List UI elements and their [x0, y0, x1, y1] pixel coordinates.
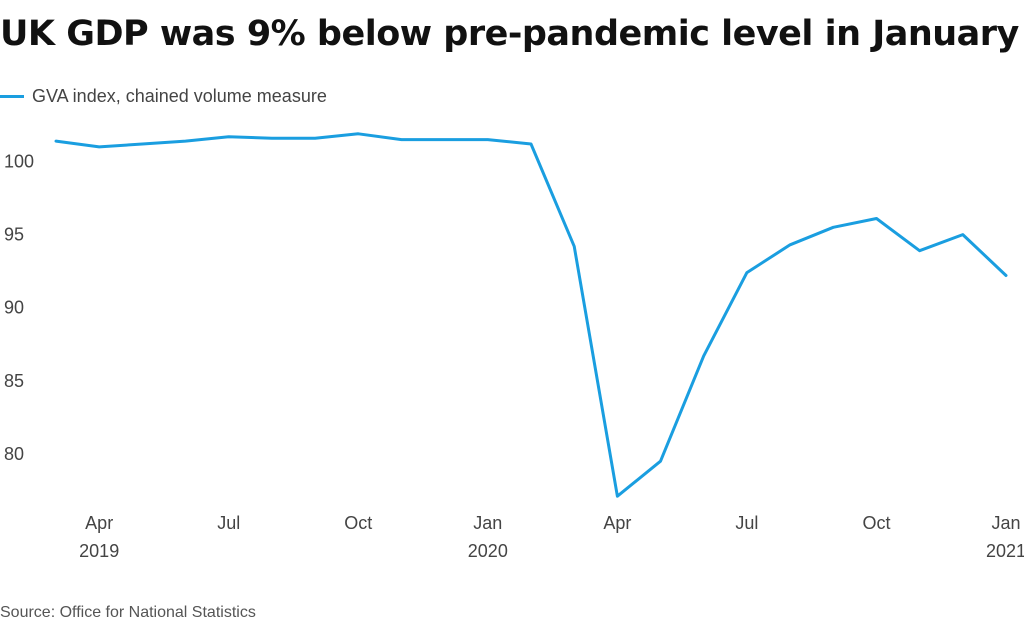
legend: GVA index, chained volume measure — [0, 86, 327, 107]
y-tick-label: 80 — [4, 444, 24, 464]
x-tick-label: Apr — [603, 513, 631, 533]
x-tick-year-label: 2019 — [79, 541, 119, 561]
chart-title: UK GDP was 9% below pre-pandemic level i… — [0, 14, 1019, 54]
y-tick-label: 95 — [4, 225, 24, 245]
x-tick-year-label: 2020 — [468, 541, 508, 561]
y-tick-label: 85 — [4, 371, 24, 391]
legend-label: GVA index, chained volume measure — [32, 86, 327, 106]
line-chart: 80 85 90 95 100 Apr 2019 Jul Oct Jan 2020 Apr Jul Oct… — [4, 132, 1024, 561]
x-tick-label: Jul — [217, 513, 240, 533]
y-tick-label: 90 — [4, 298, 24, 318]
x-tick-label: Oct — [344, 513, 372, 533]
legend-swatch — [0, 95, 24, 98]
x-tick-label: Jul — [735, 513, 758, 533]
x-tick-label: Apr — [85, 513, 113, 533]
x-tick-label: Jan — [473, 513, 502, 533]
source-note: Source: Office for National Statistics — [0, 604, 256, 621]
x-tick-label: Oct — [862, 513, 890, 533]
x-tick-label: Jan — [991, 513, 1020, 533]
series-line — [54, 132, 1008, 498]
x-tick-year-label: 2021 — [986, 541, 1024, 561]
y-tick-label: 100 — [4, 152, 34, 172]
